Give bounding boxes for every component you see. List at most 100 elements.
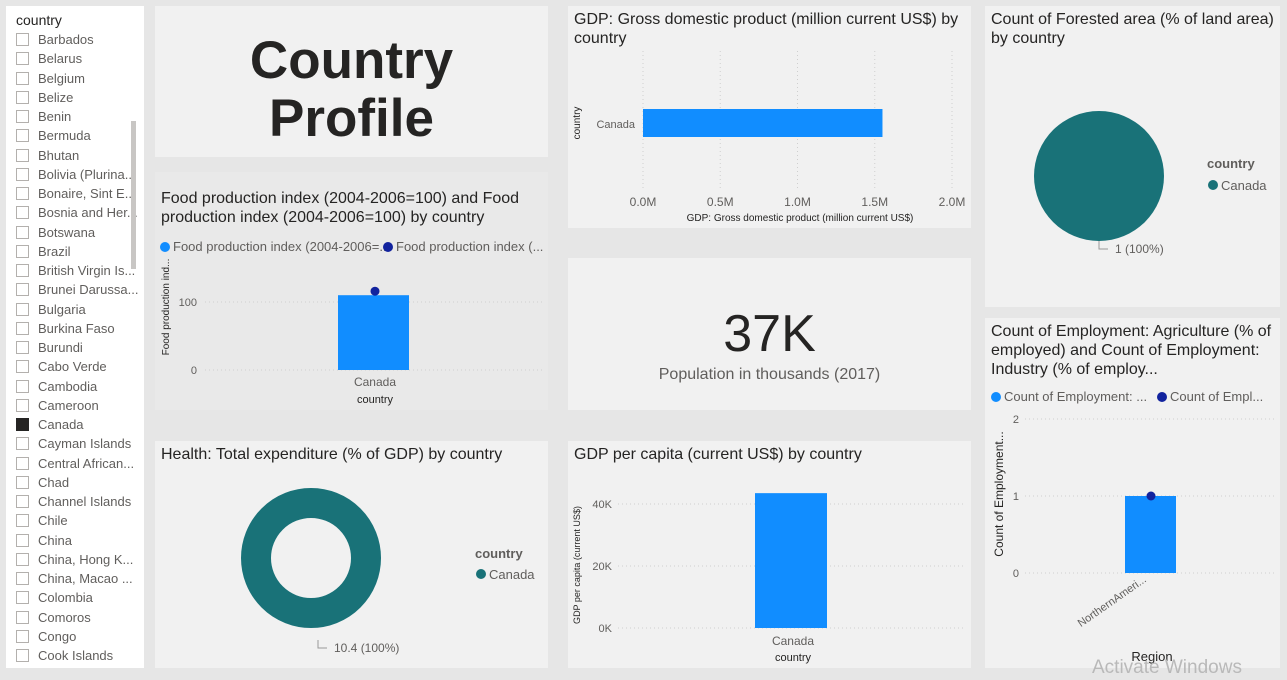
emp-bar-northern-america[interactable] <box>1125 496 1176 573</box>
emp-xlabel: Region <box>1131 649 1172 664</box>
slicer-item[interactable]: Barbados <box>16 30 138 49</box>
slicer-item[interactable]: Chad <box>16 473 138 492</box>
checkbox-icon[interactable] <box>16 398 29 412</box>
gdp-bar-canada[interactable] <box>643 109 883 137</box>
forest-legend-canada[interactable]: Canada <box>1221 178 1267 193</box>
checkbox-icon[interactable] <box>16 225 29 239</box>
slicer-item[interactable]: China <box>16 531 138 550</box>
health-donut-slice-canada[interactable] <box>241 488 381 628</box>
checkbox-icon[interactable] <box>16 610 29 624</box>
checkbox-icon[interactable] <box>16 244 29 258</box>
checkbox-icon[interactable] <box>16 360 29 374</box>
checkbox-icon[interactable] <box>16 206 29 220</box>
slicer-item[interactable]: China, Hong K... <box>16 550 138 569</box>
checkbox-icon[interactable] <box>16 264 29 278</box>
slicer-item[interactable]: Bulgaria <box>16 300 138 319</box>
checkbox-icon[interactable] <box>16 572 29 586</box>
checkbox-icon[interactable] <box>16 33 29 47</box>
slicer-item-label: Channel Islands <box>38 494 132 510</box>
slicer-item[interactable]: Burundi <box>16 338 138 357</box>
checkbox-icon[interactable] <box>16 167 29 181</box>
slicer-item[interactable]: Bermuda <box>16 126 138 145</box>
checkbox-icon[interactable] <box>16 148 29 162</box>
gdp-ytick-canada: Canada <box>596 119 635 131</box>
slicer-item[interactable]: Benin <box>16 107 138 126</box>
gdppc-bar-canada[interactable] <box>755 493 827 628</box>
checkbox-icon[interactable] <box>16 302 29 316</box>
checkbox-icon[interactable] <box>16 129 29 143</box>
slicer-item[interactable]: Canada <box>16 415 138 434</box>
slicer-item[interactable]: Cabo Verde <box>16 357 138 376</box>
checkbox-icon[interactable] <box>16 71 29 85</box>
slicer-item[interactable]: Brunei Darussa... <box>16 280 138 299</box>
checkbox-icon[interactable] <box>16 283 29 297</box>
food-title: Food production index (2004-2006=100) an… <box>161 190 520 226</box>
slicer-item[interactable]: Cambodia <box>16 377 138 396</box>
slicer-item[interactable]: Channel Islands <box>16 492 138 511</box>
slicer-item[interactable]: Congo <box>16 627 138 646</box>
forested-area-visual[interactable]: Count of Forested area (% of land area) … <box>985 6 1280 307</box>
checkbox-icon[interactable] <box>16 90 29 104</box>
food-legend-1[interactable]: Food production index (2004-2006=... <box>160 239 390 254</box>
checkbox-icon[interactable] <box>16 110 29 124</box>
slicer-item[interactable]: Cameroon <box>16 396 138 415</box>
slicer-item[interactable]: Brazil <box>16 242 138 261</box>
slicer-item-label: Benin <box>38 109 72 125</box>
slicer-item[interactable]: Bosnia and Her... <box>16 203 138 222</box>
checkbox-icon[interactable] <box>16 52 29 66</box>
slicer-item[interactable]: Bhutan <box>16 146 138 165</box>
slicer-item[interactable]: Central African... <box>16 454 138 473</box>
slicer-item[interactable]: Bonaire, Sint E... <box>16 184 138 203</box>
slicer-scrollbar[interactable] <box>131 121 136 269</box>
slicer-item[interactable]: China, Macao ... <box>16 569 138 588</box>
slicer-item[interactable]: British Virgin Is... <box>16 261 138 280</box>
slicer-item[interactable]: Belgium <box>16 69 138 88</box>
checkbox-icon[interactable] <box>16 475 29 489</box>
gdp-per-capita-visual[interactable]: GDP per capita (current US$) by country … <box>568 441 971 668</box>
food-bar-canada[interactable] <box>338 295 409 370</box>
health-expenditure-visual[interactable]: Health: Total expenditure (% of GDP) by … <box>155 441 548 668</box>
slicer-item[interactable]: Belize <box>16 88 138 107</box>
checkbox-icon[interactable] <box>16 437 29 451</box>
health-legend-canada[interactable]: Canada <box>489 567 535 582</box>
population-card[interactable]: 37K Population in thousands (2017) <box>568 258 971 410</box>
slicer-item[interactable]: Cook Islands <box>16 646 138 665</box>
checkbox-icon[interactable] <box>16 456 29 470</box>
emp-point-northern-america[interactable] <box>1146 491 1156 501</box>
slicer-item[interactable]: Cayman Islands <box>16 434 138 453</box>
emp-ytick: 0 <box>1013 568 1019 580</box>
checkbox-icon[interactable] <box>16 321 29 335</box>
slicer-item[interactable]: Burkina Faso <box>16 319 138 338</box>
country-slicer[interactable]: country Barbados Belarus Belgium Belize Beni… <box>6 6 144 668</box>
employment-visual[interactable]: Count of Employment: Agriculture (% of e… <box>985 318 1280 668</box>
slicer-item-label: Comoros <box>38 609 91 625</box>
checkbox-icon[interactable] <box>16 379 29 393</box>
checkbox-icon[interactable] <box>16 533 29 547</box>
slicer-item[interactable]: Botswana <box>16 223 138 242</box>
slicer-item[interactable]: Bolivia (Plurina... <box>16 165 138 184</box>
forest-pie-slice-canada[interactable] <box>1034 111 1164 241</box>
checkbox-icon[interactable] <box>16 418 29 432</box>
slicer-item-label: Congo <box>38 628 77 644</box>
slicer-item[interactable]: Colombia <box>16 588 138 607</box>
emp-legend-2[interactable]: Count of Empl... <box>1157 389 1263 404</box>
slicer-item[interactable]: Comoros <box>16 608 138 627</box>
checkbox-icon[interactable] <box>16 591 29 605</box>
emp-legend-1[interactable]: Count of Employment: ... <box>991 389 1147 404</box>
food-legend-2[interactable]: Food production index (... <box>383 239 543 254</box>
title-card: Country Profile <box>155 6 548 157</box>
checkbox-icon[interactable] <box>16 649 29 663</box>
checkbox-icon[interactable] <box>16 552 29 566</box>
food-production-visual[interactable]: Food production index (2004-2006=100) an… <box>155 172 548 410</box>
food-point-canada[interactable] <box>370 286 380 296</box>
checkbox-icon[interactable] <box>16 495 29 509</box>
checkbox-icon[interactable] <box>16 629 29 643</box>
slicer-item[interactable]: Chile <box>16 511 138 530</box>
gdp-visual[interactable]: GDP: Gross domestic product (million cur… <box>568 6 971 228</box>
checkbox-icon[interactable] <box>16 187 29 201</box>
checkbox-icon[interactable] <box>16 514 29 528</box>
food-chart: Food production ind... 100 0 Canada coun… <box>161 259 545 406</box>
slicer-item-label: Burkina Faso <box>38 320 115 336</box>
checkbox-icon[interactable] <box>16 341 29 355</box>
slicer-item[interactable]: Belarus <box>16 49 138 68</box>
